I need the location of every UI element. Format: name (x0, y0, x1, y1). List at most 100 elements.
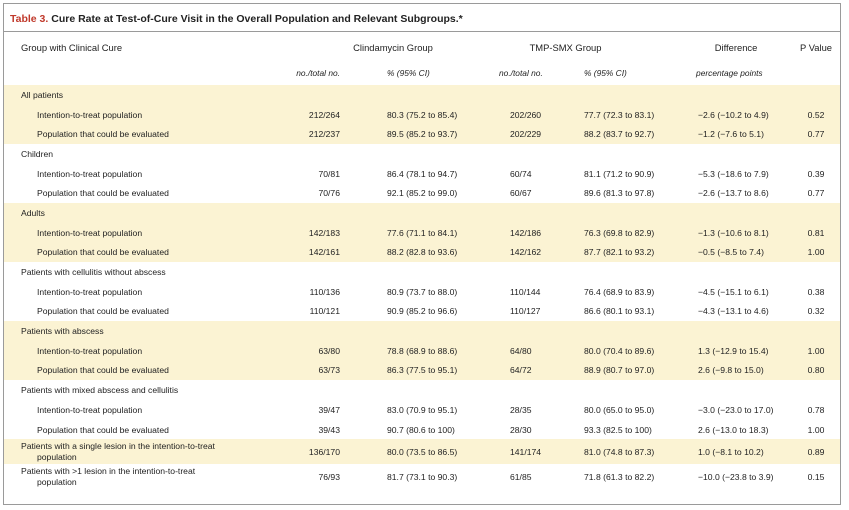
row-label: Intention-to-treat population (37, 168, 143, 179)
row-label: Patients with >1 lesion in the intention… (4, 464, 269, 489)
table-title: Table 3. Cure Rate at Test-of-Cure Visit… (10, 7, 463, 31)
table-row: Population that could be evaluated 142/16… (4, 242, 841, 263)
table-row: Patients with >1 lesion in the intention… (4, 464, 840, 489)
header-group: Group with Clinical Cure (21, 42, 123, 53)
difference-value: 1.0 (−8.1 to 10.2) (674, 439, 792, 465)
row-label: Population that could be evaluated (37, 306, 169, 317)
tmp-smx-count: 142/162 (477, 242, 552, 263)
clindamycin-percent: 86.4 (78.1 to 94.7) (387, 168, 458, 179)
tmp-smx-count: 142/186 (477, 222, 552, 243)
table-caption: Cure Rate at Test-of-Cure Visit in the O… (51, 13, 463, 25)
header-p-value: P Value (800, 42, 833, 53)
tmp-smx-percent: 89.6 (81.3 to 97.8) (584, 188, 655, 199)
row-label: Population that could be evaluated (37, 424, 169, 435)
difference-value: −3.0 (−23.0 to 17.0) (698, 404, 774, 415)
table-row: Intention-to-treat population 39/47 83.0 (… (4, 400, 840, 420)
p-value: 0.81 (792, 222, 841, 243)
difference-value: −2.6 (−13.7 to 8.6) (698, 188, 769, 199)
subheader-pct-points: percentage points (696, 68, 763, 78)
row-label: Population that could be evaluated (4, 360, 269, 381)
tmp-smx-percent: 87.7 (82.1 to 93.2) (552, 242, 674, 263)
table-row: Intention-to-treat population 212/264 80.3… (4, 104, 841, 125)
clindamycin-percent: 92.1 (85.2 to 99.0) (387, 188, 458, 199)
clindamycin-count: 39/47 (318, 404, 340, 415)
table-row: Population that could be evaluated 39/43 9… (4, 420, 840, 440)
clindamycin-count: 110/121 (309, 306, 340, 317)
tmp-smx-percent: 86.6 (80.1 to 93.1) (584, 306, 655, 317)
row-label: Intention-to-treat population (37, 286, 143, 297)
clindamycin-count: 70/76 (318, 188, 340, 199)
difference-value: −0.5 (−8.5 to 7.4) (674, 242, 792, 263)
group-header-row: Patients with mixed abscess and cellulit… (4, 380, 840, 400)
subheader-pct-ci-2: % (95% CI) (584, 68, 627, 78)
table-row: Population that could be evaluated 110/12… (4, 302, 840, 322)
clindamycin-count: 70/81 (318, 168, 340, 179)
tmp-smx-percent: 81.1 (71.2 to 90.9) (584, 168, 655, 179)
table-body: All patients Intention-to-treat populatio… (4, 85, 841, 489)
header-tmp-smx: TMP-SMX Group (529, 42, 602, 53)
tmp-smx-percent: 88.2 (83.7 to 92.7) (552, 124, 674, 145)
clindamycin-count: 212/237 (269, 124, 347, 145)
tmp-smx-percent: 80.0 (70.4 to 89.6) (552, 340, 674, 361)
p-value: 0.77 (792, 124, 841, 145)
p-value: 0.80 (792, 360, 841, 381)
subheader-no-total-2: no./total no. (499, 68, 543, 78)
clindamycin-percent: 90.7 (80.6 to 100) (387, 424, 455, 435)
row-label: Population that could be evaluated (4, 124, 269, 145)
p-value: 1.00 (807, 424, 825, 435)
clindamycin-count: 142/183 (269, 222, 347, 243)
clindamycin-count: 63/80 (269, 340, 347, 361)
clindamycin-count: 136/170 (269, 439, 347, 465)
p-value: 0.39 (807, 168, 825, 179)
row-label: Patients with a single lesion in the int… (4, 439, 269, 465)
clindamycin-percent: 77.6 (71.1 to 84.1) (347, 222, 477, 243)
table-row: Intention-to-treat population 70/81 86.4 (… (4, 164, 840, 184)
row-label-line2: population (37, 476, 77, 487)
header-difference: Difference (714, 42, 758, 53)
clindamycin-percent: 83.0 (70.9 to 95.1) (387, 404, 458, 415)
clindamycin-count: 39/43 (318, 424, 340, 435)
row-label: Intention-to-treat population (4, 222, 269, 243)
group-label: All patients (4, 85, 841, 105)
group-header-row: Children (4, 144, 840, 164)
subheader-no-total-1: no./total no. (296, 68, 340, 78)
row-label: Intention-to-treat population (4, 340, 269, 361)
row-label: Intention-to-treat population (37, 404, 143, 415)
clindamycin-percent: 80.9 (73.7 to 88.0) (387, 286, 458, 297)
p-value: 0.15 (807, 471, 825, 482)
group-label: Patients with mixed abscess and cellulit… (21, 385, 179, 396)
header-clindamycin: Clindamycin Group (353, 42, 433, 53)
clindamycin-count: 63/73 (269, 360, 347, 381)
p-value: 0.77 (807, 188, 825, 199)
row-label-line2: population (37, 451, 77, 462)
tmp-smx-count: 28/30 (510, 424, 532, 435)
difference-value: 1.3 (−12.9 to 15.4) (674, 340, 792, 361)
row-label: Population that could be evaluated (37, 188, 169, 199)
p-value: 0.78 (807, 404, 825, 415)
group-header-row: Patients with abscess (4, 321, 841, 341)
p-value: 0.52 (792, 104, 841, 125)
group-label: Patients with abscess (4, 321, 841, 341)
tmp-smx-count: 60/74 (510, 168, 532, 179)
difference-value: −1.2 (−7.6 to 5.1) (674, 124, 792, 145)
tmp-smx-percent: 80.0 (65.0 to 95.0) (584, 404, 655, 415)
tmp-smx-count: 60/67 (510, 188, 532, 199)
row-label-line1: Patients with >1 lesion in the intention… (21, 466, 196, 477)
difference-value: −10.0 (−23.8 to 3.9) (698, 471, 774, 482)
clindamycin-percent: 86.3 (77.5 to 95.1) (347, 360, 477, 381)
p-value: 0.89 (792, 439, 841, 465)
row-label-line1: Patients with a single lesion in the int… (21, 441, 215, 452)
difference-value: 2.6 (−13.0 to 18.3) (698, 424, 769, 435)
clindamycin-percent: 80.0 (73.5 to 86.5) (347, 439, 477, 465)
group-label: Adults (4, 203, 841, 223)
tmp-smx-count: 28/35 (510, 404, 532, 415)
subheader-pct-ci-1: % (95% CI) (387, 68, 430, 78)
tmp-smx-percent: 88.9 (80.7 to 97.0) (552, 360, 674, 381)
tmp-smx-count: 64/80 (477, 340, 552, 361)
group-header-row: Patients with cellulitis without abscess (4, 262, 840, 282)
difference-value: −1.3 (−10.6 to 8.1) (674, 222, 792, 243)
tmp-smx-percent: 93.3 (82.5 to 100) (584, 424, 652, 435)
table-row: Intention-to-treat population 142/183 77.6… (4, 222, 841, 243)
subheader-row: no./total no. % (95% CI) no./total no. %… (4, 61, 840, 85)
tmp-smx-count: 61/85 (510, 471, 532, 482)
